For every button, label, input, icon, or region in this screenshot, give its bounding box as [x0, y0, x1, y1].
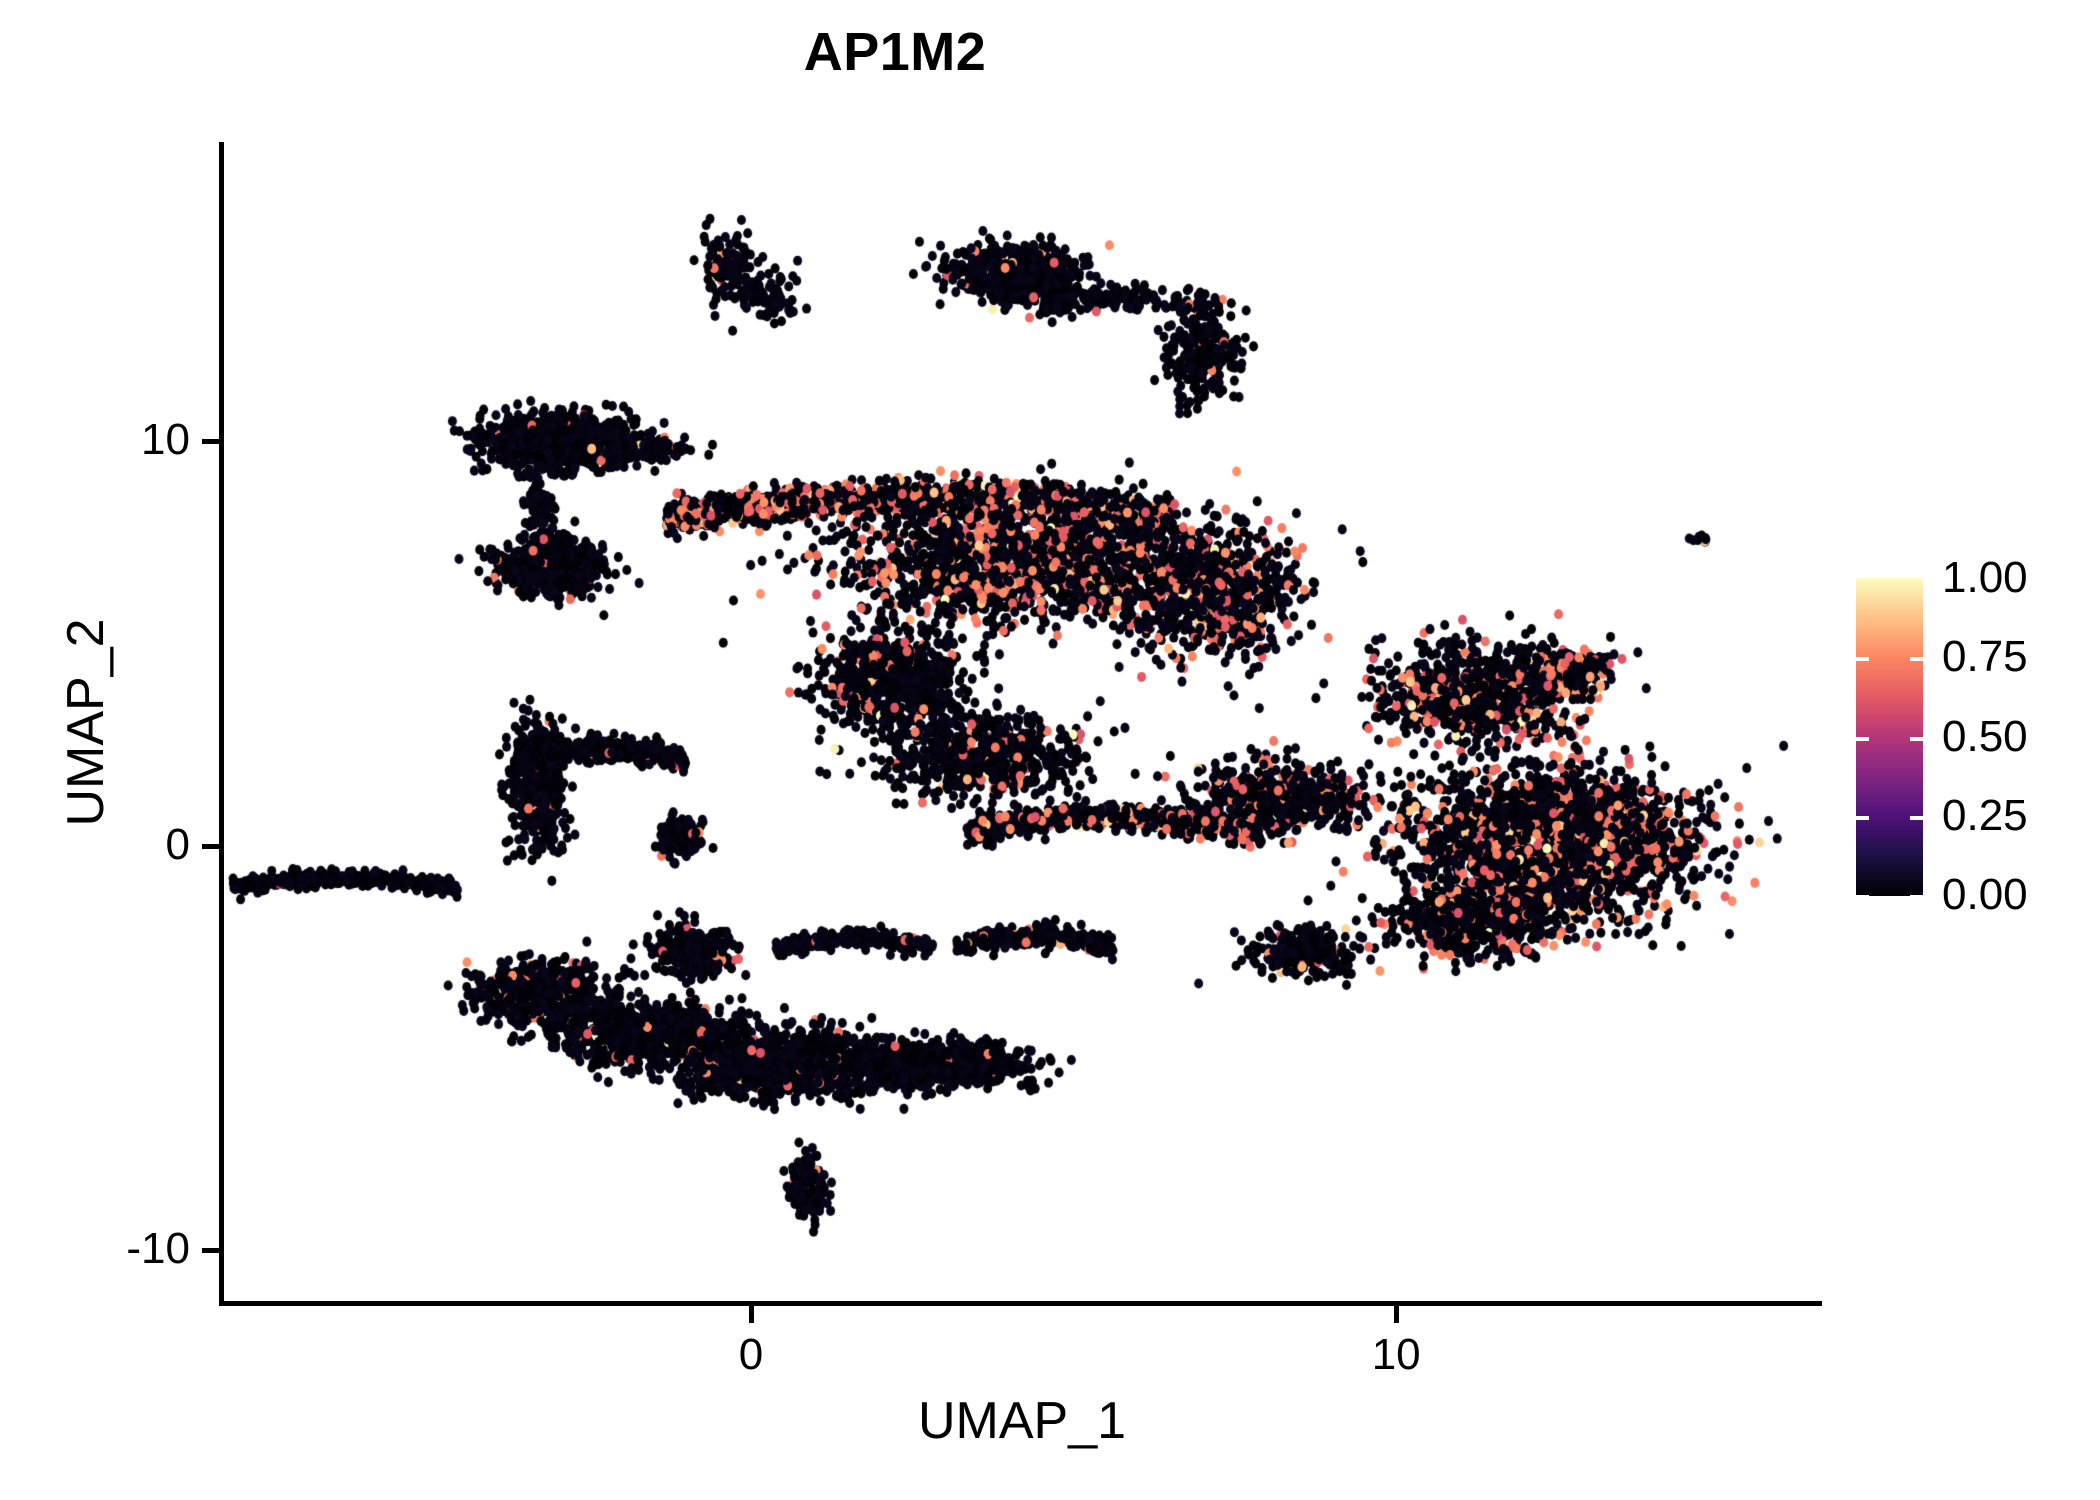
colorbar-label: 1.00	[1942, 553, 2028, 602]
colorbar-tick-mark	[1910, 895, 1923, 899]
colorbar-tick-mark	[1856, 657, 1869, 661]
scatter-plot-panel[interactable]	[222, 142, 1822, 1303]
x-axis-line	[219, 1301, 1822, 1306]
y-tick-label: 10	[141, 415, 190, 465]
colorbar-tick-mark	[1910, 657, 1923, 661]
x-tick-mark	[1394, 1306, 1400, 1323]
y-axis-line	[219, 142, 224, 1306]
colorbar-tick-mark	[1910, 816, 1923, 820]
colorbar-label: 0.00	[1942, 870, 2028, 919]
y-tick-label: 0	[165, 819, 190, 869]
colorbar-label: 0.50	[1942, 712, 2028, 761]
colorbar-tick-mark	[1856, 737, 1869, 741]
x-axis-title: UMAP_1	[917, 1392, 1127, 1450]
colorbar-tick-mark	[1856, 816, 1869, 820]
y-tick-mark	[202, 439, 219, 445]
y-tick-label: -10	[126, 1224, 190, 1274]
page-title: AP1M2	[803, 22, 987, 82]
y-tick-mark	[202, 1248, 219, 1254]
y-axis-title: UMAP_2	[57, 618, 115, 827]
colorbar-tick-mark	[1910, 737, 1923, 741]
x-tick-label: 10	[1371, 1330, 1421, 1379]
x-tick-label: 0	[738, 1330, 764, 1379]
color-legend[interactable]: 1.00 0.75 0.50 0.25 0.00	[1856, 556, 2086, 917]
y-tick-mark	[202, 843, 219, 849]
umap-scatter-canvas[interactable]	[222, 142, 1822, 1303]
x-tick-mark	[749, 1306, 755, 1323]
colorbar-label: 0.25	[1942, 791, 2028, 840]
colorbar-label: 0.75	[1942, 632, 2028, 681]
colorbar-tick-mark	[1856, 895, 1869, 899]
